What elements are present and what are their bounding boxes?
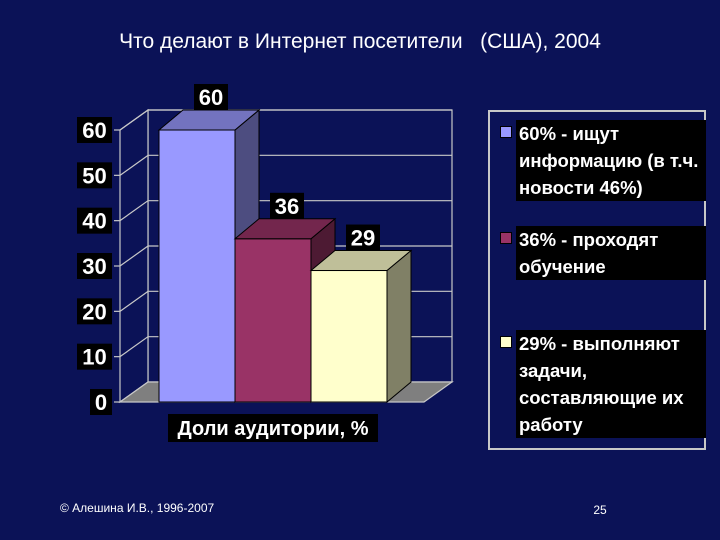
y-tick-label-bg <box>77 117 112 143</box>
y-tick-label-bg <box>77 253 112 279</box>
legend-text-1: 60% - ищут информацию (в т.ч. новости 46… <box>516 120 706 201</box>
bar-top <box>233 218 337 240</box>
y-tick-label: 0 <box>95 390 107 415</box>
y-tick-label-bg <box>90 389 112 415</box>
bar-front <box>234 238 312 403</box>
data-label: 29 <box>351 226 375 251</box>
y-tick-label: 40 <box>82 209 106 234</box>
bar-top <box>309 250 413 272</box>
data-label-bg <box>346 224 380 251</box>
legend-swatch-3 <box>500 336 512 348</box>
y-tick-label-bg <box>77 162 112 189</box>
y-tick-label: 10 <box>82 345 106 370</box>
legend-swatch-1 <box>500 126 512 138</box>
bar-side <box>386 249 412 404</box>
y-gridline <box>119 200 452 222</box>
y-tick-label: 50 <box>82 163 106 188</box>
data-label-bg <box>194 84 228 110</box>
data-label: 36 <box>275 194 299 219</box>
bar-front <box>310 270 388 403</box>
chart-legend: 60% - ищут информацию (в т.ч. новости 46… <box>488 110 706 450</box>
bar-front <box>158 129 236 403</box>
data-label: 60 <box>199 85 223 110</box>
bar-top <box>157 109 261 131</box>
y-gridline <box>119 154 452 176</box>
y-tick-label-bg <box>77 207 112 234</box>
x-axis-label: Доли аудитории, % <box>178 418 369 440</box>
y-tick-label-bg <box>77 343 112 370</box>
legend-swatch-2 <box>500 232 512 244</box>
footer-copyright: © Алешина И.В., 1996-2007 <box>60 501 215 515</box>
y-tick-label-bg <box>77 298 112 325</box>
y-tick-label: 20 <box>82 299 106 324</box>
x-axis-label-bg <box>168 414 378 442</box>
data-label-bg <box>270 192 304 219</box>
y-tick-label: 60 <box>82 118 106 143</box>
slide-title: Что делают в Интернет посетители (США), … <box>119 30 601 53</box>
y-gridline <box>119 109 452 131</box>
page-number: 25 <box>593 503 607 517</box>
legend-text-2: 36% - проходят обучение <box>516 226 706 280</box>
y-tick-label: 30 <box>82 254 106 279</box>
legend-text-3: 29% - выполняют задачи, составляющие их … <box>516 330 706 438</box>
